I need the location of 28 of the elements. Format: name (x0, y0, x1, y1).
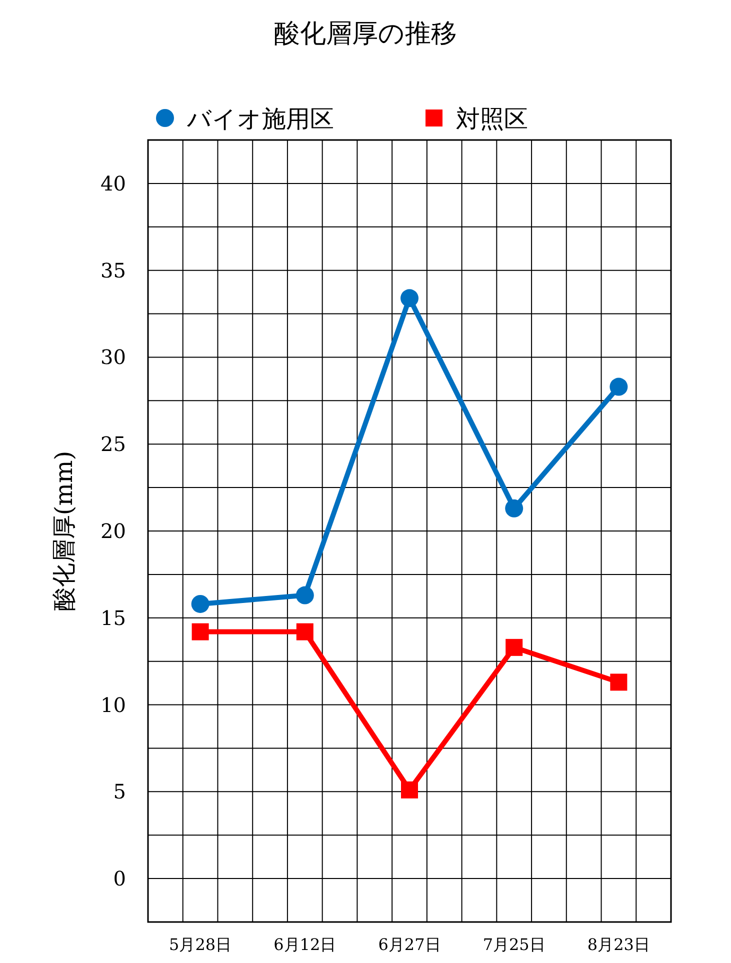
x-tick-label: 6月27日 (378, 935, 441, 954)
point (610, 378, 628, 396)
y-tick-label: 0 (113, 866, 126, 891)
y-tick-label: 30 (100, 345, 126, 370)
point (401, 781, 418, 798)
y-tick-label: 15 (100, 606, 126, 630)
x-tick-label: 7月25日 (482, 935, 546, 954)
point (610, 674, 628, 691)
y-tick-label: 25 (100, 432, 126, 456)
y-tick-label: 40 (100, 171, 126, 196)
y-tick-label: 35 (100, 258, 126, 282)
y-tick-label: 5 (113, 780, 126, 804)
x-tick-label: 5月28日 (169, 935, 232, 954)
point (506, 638, 523, 656)
point (192, 623, 209, 640)
x-tick-label: 6月12日 (274, 935, 336, 954)
point (191, 594, 210, 613)
y-tick-label: 20 (100, 519, 126, 543)
legend-label: バイオ施用区 (186, 105, 334, 133)
y-tick-label: 10 (100, 692, 126, 717)
point (400, 289, 418, 308)
point (505, 499, 524, 518)
x-tick-label: 8月23日 (587, 935, 650, 954)
point (296, 586, 314, 604)
legend-label: 対照区 (456, 105, 528, 133)
chart-title: 酸化層厚の推移 (274, 19, 457, 49)
point (296, 623, 314, 640)
y-axis-title: 酸化層厚(mm) (50, 450, 78, 612)
